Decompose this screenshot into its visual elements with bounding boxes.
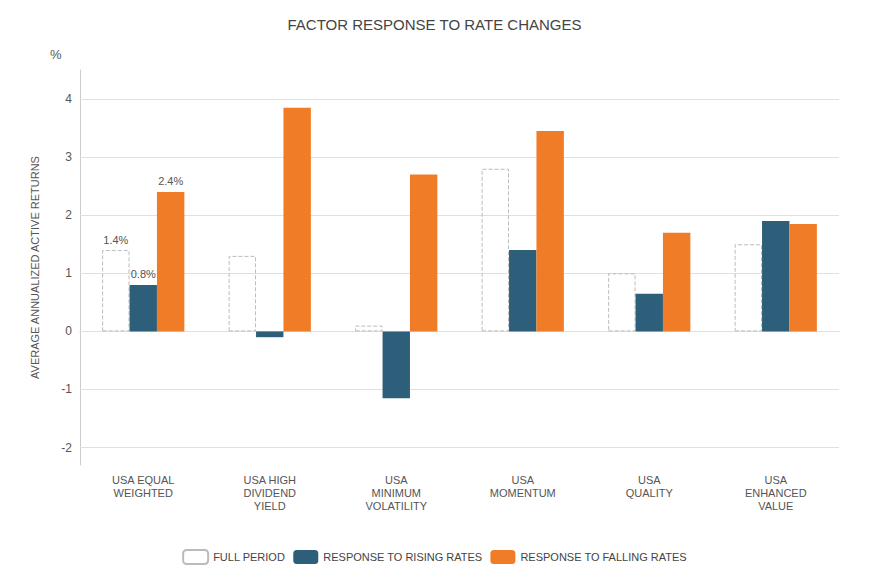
svg-text:QUALITY: QUALITY <box>626 487 674 499</box>
svg-text:USA HIGH: USA HIGH <box>243 474 296 486</box>
svg-text:USA: USA <box>385 474 408 486</box>
svg-text:VALUE: VALUE <box>758 500 793 512</box>
svg-text:%: % <box>50 47 62 62</box>
svg-text:0: 0 <box>65 324 72 338</box>
svg-text:-2: -2 <box>61 441 72 455</box>
svg-text:RESPONSE TO FALLING RATES: RESPONSE TO FALLING RATES <box>520 551 686 563</box>
svg-text:USA: USA <box>764 474 787 486</box>
svg-text:VOLATILITY: VOLATILITY <box>365 500 427 512</box>
svg-text:MINIMUM: MINIMUM <box>372 487 422 499</box>
svg-text:0.8%: 0.8% <box>131 268 156 280</box>
svg-text:USA EQUAL: USA EQUAL <box>112 474 174 486</box>
svg-text:FULL PERIOD: FULL PERIOD <box>213 551 285 563</box>
svg-text:2.4%: 2.4% <box>158 175 183 187</box>
svg-text:4: 4 <box>65 92 72 106</box>
svg-text:WEIGHTED: WEIGHTED <box>114 487 173 499</box>
svg-text:DIVIDEND: DIVIDEND <box>243 487 296 499</box>
svg-text:2: 2 <box>65 208 72 222</box>
svg-text:ENHANCED: ENHANCED <box>745 487 807 499</box>
svg-text:3: 3 <box>65 150 72 164</box>
svg-text:FACTOR RESPONSE TO RATE CHANGE: FACTOR RESPONSE TO RATE CHANGES <box>288 16 582 33</box>
svg-text:MOMENTUM: MOMENTUM <box>490 487 556 499</box>
svg-text:AVERAGE ANNUALIZED ACTIVE RETU: AVERAGE ANNUALIZED ACTIVE RETURNS <box>29 156 41 379</box>
svg-text:USA: USA <box>511 474 534 486</box>
svg-text:1.4%: 1.4% <box>103 234 128 246</box>
svg-text:RESPONSE TO RISING RATES: RESPONSE TO RISING RATES <box>323 551 482 563</box>
svg-text:1: 1 <box>65 266 72 280</box>
svg-text:USA: USA <box>638 474 661 486</box>
svg-text:YIELD: YIELD <box>254 500 286 512</box>
svg-text:-1: -1 <box>61 382 72 396</box>
